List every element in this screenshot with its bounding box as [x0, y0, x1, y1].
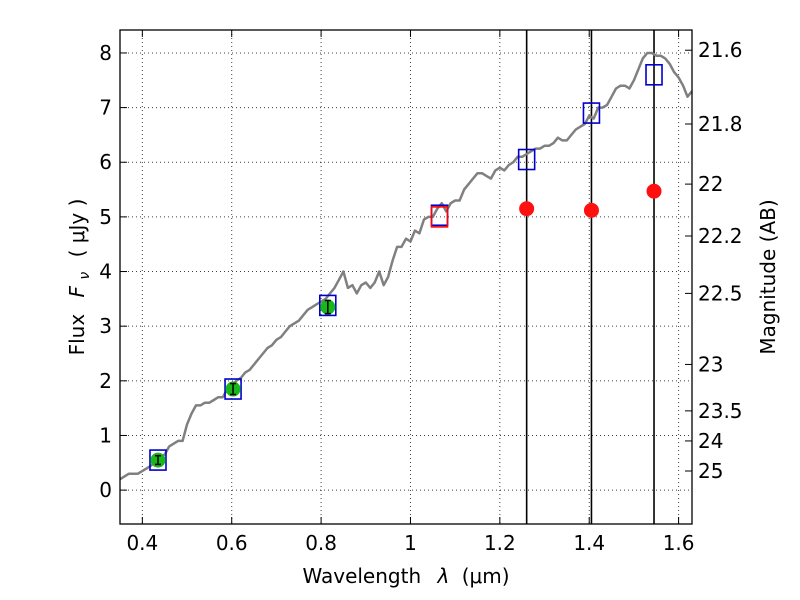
x-tick-label: 1.2 — [484, 531, 516, 555]
y2-tick-label: 22.2 — [698, 224, 743, 248]
open-square-point — [318, 294, 337, 317]
y2-tick-label: 21.8 — [698, 112, 743, 136]
spectrum-line — [120, 51, 692, 481]
x-axis-title-symbol: λ — [437, 564, 450, 588]
filled-circle-point — [646, 183, 662, 199]
y2-tick-label: 21.6 — [698, 38, 743, 62]
x-tick-label: 0.4 — [126, 531, 158, 555]
plot-frame — [119, 29, 693, 525]
open-square-point — [149, 449, 167, 471]
plot-area — [120, 30, 692, 524]
open-square-point — [582, 102, 601, 124]
x-tick-label: 1.6 — [663, 531, 695, 555]
y-tick-label: 7 — [99, 96, 112, 120]
x-axis-title-text: Wavelength — [302, 564, 421, 588]
y-tick-label: 1 — [99, 423, 112, 447]
y-tick-label: 0 — [99, 478, 112, 502]
open-square-point — [224, 378, 242, 400]
x-tick-label: 0.8 — [305, 531, 337, 555]
y2-axis-title: Magnitude (AB) — [756, 199, 780, 354]
y-axis-title: Flux F ν ( μJy ) — [65, 199, 94, 356]
y-tick-label: 6 — [99, 150, 112, 174]
y-axis-title-text: Flux — [65, 314, 89, 356]
open-square-point — [645, 64, 663, 86]
y-axis-title-subscript: ν — [77, 272, 93, 280]
y2-tick-label: 23.5 — [698, 399, 743, 423]
filled-circle-point — [519, 201, 535, 217]
x-axis-title-unit: (μm) — [462, 564, 510, 588]
y-axis-title-unit: ( μJy ) — [65, 199, 89, 258]
axis-ticks — [120, 30, 692, 524]
y2-tick-label: 25 — [698, 459, 723, 483]
open-square-point — [430, 206, 449, 228]
x-axis-title: Wavelength λ (μm) — [302, 564, 509, 588]
y2-tick-label: 22.5 — [698, 281, 743, 305]
y-tick-label: 2 — [99, 369, 112, 393]
y-axis-title-symbol: F — [65, 285, 89, 297]
filled-circle-point — [583, 202, 599, 218]
y-tick-label: 4 — [99, 260, 112, 284]
y-tick-label: 8 — [99, 41, 112, 65]
grid-lines — [120, 30, 692, 524]
x-tick-label: 0.6 — [216, 531, 248, 555]
x-tick-label: 1 — [404, 531, 417, 555]
y2-tick-label: 23 — [698, 352, 723, 376]
y2-tick-label: 22 — [698, 172, 723, 196]
y-tick-label: 5 — [99, 205, 112, 229]
y2-tick-label: 24 — [698, 429, 723, 453]
x-tick-label: 1.4 — [573, 531, 605, 555]
open-square-point — [517, 148, 536, 171]
y-tick-label: 3 — [99, 314, 112, 338]
